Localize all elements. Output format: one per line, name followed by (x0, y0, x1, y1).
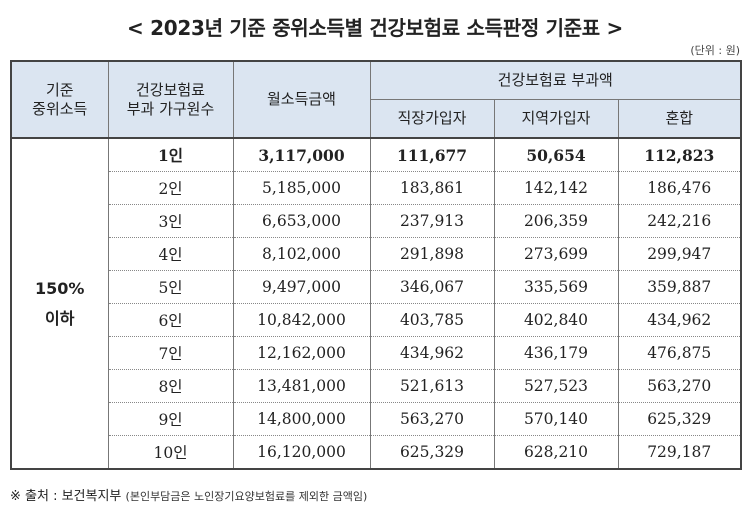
cell-regional: 273,699 (493, 237, 619, 271)
header-premium-group: 건강보험료 부과액 (369, 60, 742, 100)
cell-mixed: 299,947 (617, 237, 742, 271)
table-row: 6인 10,842,000 403,785 402,840 434,962 (11, 303, 742, 337)
group-label-line1: 150% (35, 278, 85, 298)
unit-label: (단위 : 원) (690, 44, 740, 57)
cell-members: 10인 (107, 435, 234, 469)
page-title: < 2023년 기준 중위소득별 건강보험료 소득판정 기준표 > (126, 16, 624, 40)
table-row: 150% 이하 1인 3,117,000 111,677 50,654 112,823 (10, 138, 742, 469)
cell-members: 7인 (107, 336, 234, 370)
cell-workplace: 521,613 (369, 369, 495, 403)
cell-workplace: 291,898 (369, 237, 495, 271)
cell-regional: 206,359 (493, 204, 619, 238)
cell-mixed: 359,887 (617, 270, 742, 304)
header-regional: 지역가입자 (493, 99, 619, 139)
cell-members: 6인 (107, 303, 234, 337)
cell-mixed: 729,187 (617, 435, 742, 469)
cell-mixed: 563,270 (617, 369, 742, 403)
header-household-members-line2: 부과 가구원수 (126, 99, 215, 118)
header-median-income: 기준 중위소득 (10, 60, 109, 139)
cell-monthly-income: 8,102,000 (232, 237, 371, 271)
cell-regional: 142,142 (493, 171, 619, 205)
header-monthly-income: 월소득금액 (232, 60, 371, 139)
cell-regional: 402,840 (493, 303, 619, 337)
income-criteria-table: 기준 중위소득 건강보험료 부과 가구원수 월소득금액 건강보험료 부과액 직장… (10, 60, 742, 470)
cell-regional: 570,140 (493, 402, 619, 436)
cell-regional: 436,179 (493, 336, 619, 370)
table-row: 9인 14,800,000 563,270 570,140 625,329 (11, 402, 742, 436)
cell-workplace: 346,067 (369, 270, 495, 304)
source-main: ※ 출처 : 보건복지부 (10, 489, 122, 504)
table-row: 8인 13,481,000 521,613 527,523 563,270 (11, 369, 742, 403)
table-row: 4인 8,102,000 291,898 273,699 299,947 (11, 237, 742, 271)
header-mixed: 혼합 (617, 99, 742, 139)
cell-workplace: 625,329 (369, 435, 495, 469)
cell-mixed: 434,962 (617, 303, 742, 337)
cell-monthly-income: 13,481,000 (232, 369, 371, 403)
cell-monthly-income: 12,162,000 (232, 336, 371, 370)
cell-monthly-income: 16,120,000 (232, 435, 371, 469)
cell-workplace: 237,913 (369, 204, 495, 238)
header-median-income-line2: 중위소득 (32, 99, 88, 118)
cell-mixed: 476,875 (617, 336, 742, 370)
cell-workplace: 563,270 (369, 402, 495, 436)
table-row: 5인 9,497,000 346,067 335,569 359,887 (11, 270, 742, 304)
cell-workplace: 403,785 (369, 303, 495, 337)
cell-workplace: 434,962 (369, 336, 495, 370)
cell-members: 4인 (107, 237, 234, 271)
header-household-members: 건강보험료 부과 가구원수 (107, 60, 234, 139)
source-note: ※ 출처 : 보건복지부 (본인부담금은 노인장기요양보험료를 제외한 금액임) (10, 485, 367, 504)
table-row: 7인 12,162,000 434,962 436,179 476,875 (11, 336, 742, 370)
cell-members: 1인 (107, 138, 234, 172)
cell-regional: 527,523 (493, 369, 619, 403)
table-row: 3인 6,653,000 237,913 206,359 242,216 (11, 204, 742, 238)
cell-members: 5인 (107, 270, 234, 304)
cell-regional: 50,654 (493, 138, 619, 172)
source-detail: (본인부담금은 노인장기요양보험료를 제외한 금액임) (125, 490, 368, 503)
cell-mixed: 112,823 (617, 138, 742, 172)
cell-regional: 628,210 (493, 435, 619, 469)
cell-regional: 335,569 (493, 270, 619, 304)
header-household-members-line1: 건강보험료 (135, 80, 205, 99)
cell-members: 9인 (107, 402, 234, 436)
cell-members: 8인 (107, 369, 234, 403)
header-median-income-line1: 기준 (45, 80, 74, 99)
cell-monthly-income: 10,842,000 (232, 303, 371, 337)
cell-monthly-income: 6,653,000 (232, 204, 371, 238)
cell-members: 3인 (107, 204, 234, 238)
cell-workplace: 183,861 (369, 171, 495, 205)
group-label-line2: 이하 (45, 308, 75, 328)
cell-mixed: 186,476 (617, 171, 742, 205)
cell-mixed: 242,216 (617, 204, 742, 238)
cell-monthly-income: 9,497,000 (232, 270, 371, 304)
cell-workplace: 111,677 (369, 138, 495, 172)
median-income-group-cell: 150% 이하 (10, 138, 109, 469)
table-row: 10인 16,120,000 625,329 628,210 729,187 (11, 435, 742, 469)
cell-mixed: 625,329 (617, 402, 742, 436)
cell-monthly-income: 3,117,000 (232, 138, 371, 172)
cell-members: 2인 (107, 171, 234, 205)
header-workplace: 직장가입자 (369, 99, 495, 139)
cell-monthly-income: 5,185,000 (232, 171, 371, 205)
table-row: 2인 5,185,000 183,861 142,142 186,476 (11, 171, 742, 205)
cell-monthly-income: 14,800,000 (232, 402, 371, 436)
